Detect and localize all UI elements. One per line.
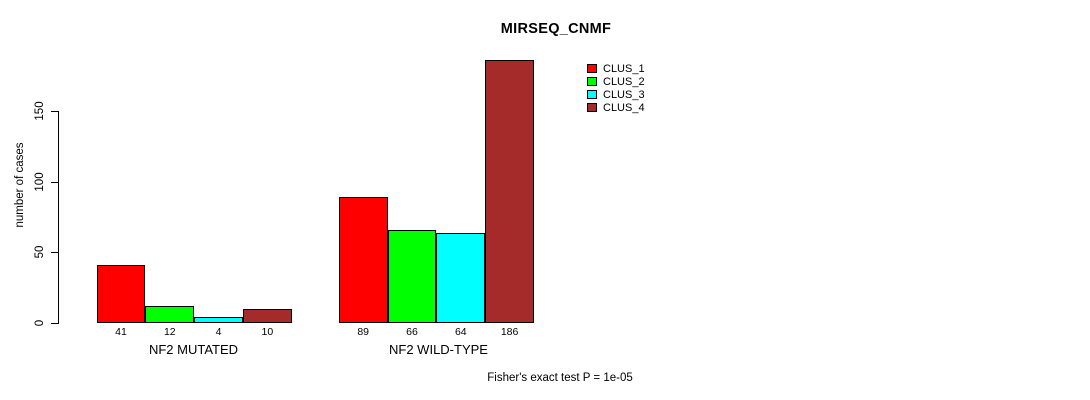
x-category-label-nf2-wild-type: NF2 WILD-TYPE (389, 342, 488, 357)
legend-label: CLUS_2 (603, 75, 645, 88)
bar-clus-2-nf2-mutated (145, 306, 195, 323)
bar-clus-1-nf2-wild-type (338, 197, 388, 323)
legend-swatch-clus-3 (587, 90, 597, 99)
x-category-label-nf2-mutated: NF2 MUTATED (148, 342, 239, 357)
y-tick-mark (51, 252, 58, 254)
bar-clus-1-nf2-mutated (96, 265, 146, 323)
legend-swatch-clus-4 (587, 103, 597, 112)
legend-item-clus-1: CLUS_1 (587, 62, 645, 75)
legend-label: CLUS_1 (603, 62, 645, 75)
fishers-test-annotation: Fisher's exact test P = 1e-05 (487, 372, 633, 384)
y-tick-label: 0 (34, 319, 46, 327)
legend-item-clus-3: CLUS_3 (587, 88, 645, 101)
bar-value-clus-4-nf2-mutated: 10 (261, 326, 274, 338)
legend: CLUS_1 CLUS_2 CLUS_3 CLUS_4 (587, 62, 645, 114)
bar-clus-3-nf2-wild-type (436, 232, 486, 323)
y-tick-label: 150 (34, 101, 46, 121)
bar-value-clus-4-nf2-wild-type: 186 (500, 326, 519, 338)
y-tick-label: 50 (34, 245, 46, 259)
bar-value-clus-1-nf2-wild-type: 89 (357, 326, 370, 338)
legend-item-clus-2: CLUS_2 (587, 75, 645, 88)
bar-clus-4-nf2-wild-type (485, 60, 534, 323)
legend-item-clus-4: CLUS_4 (587, 101, 645, 114)
bar-value-clus-2-nf2-wild-type: 66 (406, 326, 418, 338)
y-tick-mark (51, 111, 58, 113)
legend-label: CLUS_3 (603, 88, 645, 101)
bar-value-clus-1-nf2-mutated: 41 (115, 326, 127, 338)
y-tick-mark (51, 181, 58, 183)
y-tick-label: 100 (34, 172, 46, 192)
legend-label: CLUS_4 (603, 101, 645, 114)
bar-value-clus-3-nf2-mutated: 4 (215, 326, 222, 338)
bar-clus-4-nf2-mutated (243, 308, 292, 323)
chart-title: MIRSEQ_CNMF (500, 21, 612, 37)
y-axis-label: number of cases (14, 142, 26, 228)
bar-value-clus-3-nf2-wild-type: 64 (454, 326, 467, 338)
bar-clus-2-nf2-wild-type (387, 229, 437, 323)
legend-swatch-clus-2 (587, 77, 597, 86)
y-axis-line (58, 111, 59, 324)
legend-swatch-clus-1 (587, 64, 597, 73)
bar-clus-3-nf2-mutated (194, 317, 243, 323)
y-tick-mark (51, 323, 58, 324)
bar-value-clus-2-nf2-mutated: 12 (163, 326, 176, 338)
